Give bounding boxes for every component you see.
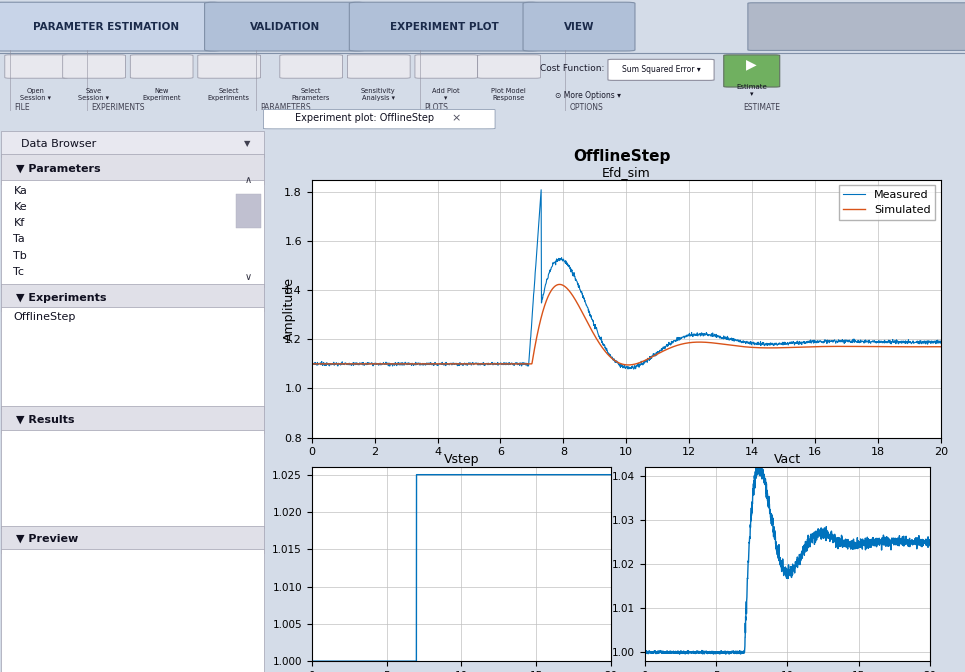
- Text: Estimate
▾: Estimate ▾: [736, 85, 767, 97]
- Measured: [628, 365, 640, 373]
- FancyBboxPatch shape: [523, 2, 635, 51]
- Simulated: [622, 361, 634, 369]
- FancyBboxPatch shape: [235, 194, 261, 228]
- Text: Save
Session ▾: Save Session ▾: [78, 88, 109, 101]
- FancyBboxPatch shape: [1, 307, 264, 409]
- Title: Vstep: Vstep: [444, 453, 480, 466]
- Simulated: [917, 343, 928, 351]
- Text: Ke: Ke: [14, 202, 27, 212]
- FancyBboxPatch shape: [263, 110, 495, 129]
- FancyBboxPatch shape: [0, 2, 220, 51]
- Simulated: [338, 360, 349, 368]
- FancyBboxPatch shape: [415, 55, 478, 78]
- Text: ∨: ∨: [244, 272, 252, 282]
- Text: Open
Session ▾: Open Session ▾: [20, 88, 51, 101]
- Text: Experiment plot: OfflineStep: Experiment plot: OfflineStep: [295, 113, 434, 123]
- FancyBboxPatch shape: [724, 55, 780, 87]
- Legend: Measured, Simulated: Measured, Simulated: [839, 185, 935, 220]
- Text: OfflineStep: OfflineStep: [14, 312, 76, 322]
- Title: Efd_sim: Efd_sim: [602, 165, 650, 179]
- Text: ▶: ▶: [746, 57, 758, 71]
- Text: Ka: Ka: [14, 186, 27, 196]
- Measured: [338, 360, 349, 368]
- Text: Data Browser: Data Browser: [21, 139, 97, 149]
- Text: Kf: Kf: [14, 218, 25, 228]
- Text: VALIDATION: VALIDATION: [250, 22, 319, 32]
- Text: OPTIONS: OPTIONS: [569, 103, 603, 112]
- Text: OfflineStep: OfflineStep: [573, 149, 670, 164]
- FancyBboxPatch shape: [1, 131, 264, 157]
- Text: PARAMETERS: PARAMETERS: [261, 103, 311, 112]
- Text: ▼ Parameters: ▼ Parameters: [16, 164, 100, 174]
- Text: Select
Experiments: Select Experiments: [207, 88, 250, 101]
- FancyBboxPatch shape: [1, 526, 264, 552]
- Text: Sum Squared Error ▾: Sum Squared Error ▾: [621, 65, 701, 75]
- FancyBboxPatch shape: [478, 55, 540, 78]
- Measured: [802, 337, 813, 345]
- Text: Cost Function:: Cost Function:: [540, 65, 605, 73]
- FancyBboxPatch shape: [349, 2, 538, 51]
- Text: VIEW: VIEW: [564, 22, 594, 32]
- Text: ∧: ∧: [244, 175, 252, 185]
- FancyBboxPatch shape: [198, 55, 261, 78]
- FancyBboxPatch shape: [748, 3, 965, 50]
- Text: ▼ Experiments: ▼ Experiments: [16, 293, 106, 303]
- Text: Tc: Tc: [14, 267, 24, 277]
- Measured: [935, 339, 947, 347]
- Measured: [918, 339, 929, 347]
- Text: PLOTS: PLOTS: [425, 103, 449, 112]
- Text: Select
Parameters: Select Parameters: [291, 88, 330, 101]
- Simulated: [918, 343, 929, 351]
- Text: ▼: ▼: [243, 139, 250, 149]
- FancyBboxPatch shape: [347, 55, 410, 78]
- FancyBboxPatch shape: [280, 55, 343, 78]
- Text: ×: ×: [452, 113, 461, 123]
- FancyBboxPatch shape: [1, 549, 264, 672]
- Text: ⊙ More Options ▾: ⊙ More Options ▾: [555, 91, 620, 100]
- Simulated: [595, 342, 607, 350]
- Measured: [595, 333, 607, 341]
- Text: PARAMETER ESTIMATION: PARAMETER ESTIMATION: [33, 22, 179, 32]
- Text: ESTIMATE: ESTIMATE: [743, 103, 780, 112]
- Line: Measured: Measured: [312, 190, 941, 369]
- Measured: [306, 360, 317, 368]
- Text: New
Experiment: New Experiment: [142, 88, 180, 101]
- Text: Add Plot
▾: Add Plot ▾: [432, 88, 459, 101]
- Simulated: [306, 360, 317, 368]
- FancyBboxPatch shape: [205, 2, 365, 51]
- Simulated: [554, 280, 565, 288]
- Measured: [917, 339, 928, 347]
- FancyBboxPatch shape: [1, 179, 264, 287]
- FancyBboxPatch shape: [1, 154, 264, 184]
- Simulated: [612, 358, 623, 366]
- Measured: [612, 358, 623, 366]
- FancyBboxPatch shape: [5, 55, 68, 78]
- Line: Simulated: Simulated: [312, 284, 941, 365]
- Text: Ta: Ta: [14, 235, 25, 244]
- Text: EXPERIMENT PLOT: EXPERIMENT PLOT: [390, 22, 498, 32]
- Text: Plot Model
Response: Plot Model Response: [491, 88, 526, 101]
- Text: ▼ Results: ▼ Results: [16, 415, 74, 425]
- Text: Sensitivity
Analysis ▾: Sensitivity Analysis ▾: [361, 88, 396, 101]
- Text: FILE: FILE: [14, 103, 30, 112]
- Simulated: [935, 343, 947, 351]
- Measured: [536, 185, 547, 194]
- FancyBboxPatch shape: [608, 59, 714, 81]
- FancyBboxPatch shape: [63, 55, 125, 78]
- FancyBboxPatch shape: [1, 407, 264, 433]
- Text: Amplitude: Amplitude: [283, 277, 296, 341]
- Title: Vact: Vact: [774, 453, 801, 466]
- Text: Tb: Tb: [14, 251, 27, 261]
- FancyBboxPatch shape: [1, 429, 264, 528]
- FancyBboxPatch shape: [1, 284, 264, 311]
- FancyBboxPatch shape: [130, 55, 193, 78]
- Simulated: [802, 343, 813, 351]
- Text: EXPERIMENTS: EXPERIMENTS: [92, 103, 145, 112]
- Text: ▼ Preview: ▼ Preview: [16, 534, 78, 544]
